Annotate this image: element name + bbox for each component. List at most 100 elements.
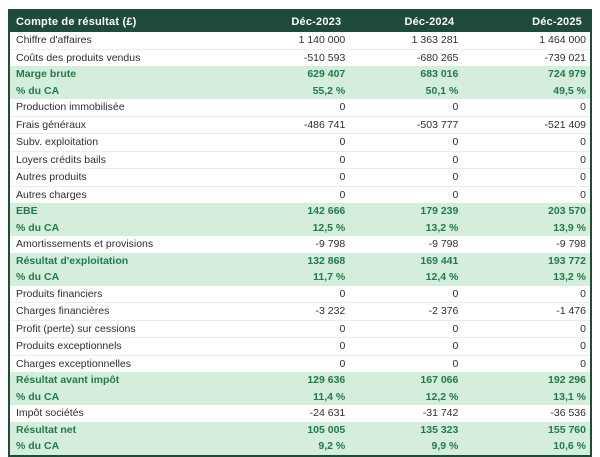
row-label: Charges financières bbox=[10, 302, 237, 320]
row-label: % du CA bbox=[16, 440, 60, 452]
table-row: Marge brute 629 407 683 016 724 979 bbox=[10, 66, 590, 83]
cell-value: 9,2 % bbox=[318, 440, 346, 452]
cell-value: -31 742 bbox=[422, 407, 459, 419]
table-row: % du CA 55,2 % 50,1 % 49,5 % bbox=[10, 82, 590, 99]
table-row: EBE 142 666 179 239 203 570 bbox=[10, 203, 590, 220]
cell-value: 0 bbox=[236, 185, 350, 203]
cell-value: -36 536 bbox=[550, 407, 586, 419]
table-row: Coûts des produits vendus -510 593 -680 26… bbox=[10, 48, 590, 66]
cell-value: -521 409 bbox=[462, 115, 590, 134]
row-label: Production immobilisée bbox=[16, 101, 125, 113]
cell-value: 0 bbox=[349, 319, 463, 338]
cell-value: 0 bbox=[462, 319, 590, 338]
table-row: % du CA 9,2 % 9,9 % 10,6 % bbox=[10, 438, 590, 455]
cell-value: 55,2 % bbox=[312, 84, 346, 97]
cell-value: 0 bbox=[462, 185, 590, 203]
table-row: % du CA 11,4 % 12,2 % 13,1 % bbox=[10, 388, 590, 405]
cell-value: 12,5 % bbox=[312, 221, 346, 234]
cell-value: 105 005 bbox=[307, 423, 346, 436]
table-row: Amortissements et provisions -9 798 -9 798… bbox=[10, 236, 590, 253]
row-label: Impôt sociétés bbox=[16, 407, 84, 419]
header-row: Compte de résultat (£) Déc-2023 Déc-2024… bbox=[10, 11, 590, 32]
table-row: % du CA 11,7 % 12,4 % 13,2 % bbox=[10, 269, 590, 286]
cell-value: -3 232 bbox=[236, 302, 350, 320]
cell-value: 0 bbox=[236, 150, 350, 169]
cell-value: 0 bbox=[580, 287, 586, 300]
cell-value: -503 777 bbox=[349, 115, 463, 134]
cell-value: 9,9 % bbox=[431, 440, 459, 452]
table-row: Impôt sociétés -24 631 -31 742 -36 536 bbox=[10, 405, 590, 422]
cell-value: 0 bbox=[349, 133, 463, 151]
row-label: Résultat net bbox=[16, 423, 77, 436]
table-row: Chiffre d'affaires 1 140 000 1 363 281 1 46… bbox=[10, 32, 590, 49]
cell-value: -9 798 bbox=[556, 238, 586, 250]
table-row: Frais généraux -486 741 -503 777 -521 409 bbox=[10, 115, 590, 134]
cell-value: 0 bbox=[236, 354, 350, 372]
row-label: Autres charges bbox=[10, 185, 237, 203]
table-row: Résultat avant impôt 129 636 167 066 192 29… bbox=[10, 372, 590, 389]
row-label: Chiffre d'affaires bbox=[16, 34, 92, 46]
table-title: Compte de résultat (£) bbox=[10, 11, 237, 32]
row-label: Subv. exploitation bbox=[10, 133, 237, 151]
row-label: Profit (perte) sur cessions bbox=[10, 319, 237, 338]
row-label: EBE bbox=[16, 205, 38, 217]
row-label: % du CA bbox=[16, 271, 60, 283]
cell-value: -2 376 bbox=[349, 302, 463, 320]
row-label: Coûts des produits vendus bbox=[10, 48, 237, 66]
compte-de-resultat: Compte de résultat (£) Déc-2023 Déc-2024… bbox=[10, 11, 590, 455]
cell-value: 13,9 % bbox=[553, 221, 586, 234]
cell-value: 155 760 bbox=[548, 423, 586, 436]
cell-value: 135 323 bbox=[420, 423, 459, 436]
cell-value: 0 bbox=[349, 168, 463, 186]
row-label: Loyers crédits bails bbox=[10, 150, 237, 169]
table-row: Résultat net 105 005 135 323 155 760 bbox=[10, 421, 590, 438]
cell-value: 142 666 bbox=[307, 205, 346, 217]
row-label: Marge brute bbox=[16, 68, 77, 80]
table-row: Autres charges 0 0 0 bbox=[10, 185, 590, 203]
cell-value: 0 bbox=[349, 150, 463, 169]
row-label: % du CA bbox=[16, 84, 60, 97]
row-label: Résultat d'exploitation bbox=[16, 254, 129, 267]
cell-value: 203 570 bbox=[548, 205, 586, 217]
table-row: Charges exceptionnelles 0 0 0 bbox=[10, 354, 590, 372]
column-header-dec-2023: Déc-2023 bbox=[236, 11, 350, 32]
table-row: Production immobilisée 0 0 0 bbox=[10, 99, 590, 116]
cell-value: -739 021 bbox=[462, 48, 590, 66]
table-row: Résultat d'exploitation 132 868 169 441 193… bbox=[10, 252, 590, 269]
row-label: Charges exceptionnelles bbox=[10, 354, 237, 372]
cell-value: -24 631 bbox=[309, 407, 346, 419]
cell-value: 11,4 % bbox=[313, 390, 346, 403]
cell-value: 132 868 bbox=[307, 254, 346, 267]
table-row: Produits exceptionnels 0 0 0 bbox=[10, 337, 590, 355]
cell-value: 0 bbox=[462, 150, 590, 169]
cell-value: 13,2 % bbox=[553, 271, 586, 283]
cell-value: -680 265 bbox=[349, 48, 463, 66]
income-statement-table: Compte de résultat (£) Déc-2023 Déc-2024… bbox=[8, 9, 592, 457]
cell-value: 0 bbox=[349, 354, 463, 372]
cell-value: 0 bbox=[236, 319, 350, 338]
cell-value: 1 140 000 bbox=[298, 34, 346, 46]
row-label: Frais généraux bbox=[10, 115, 237, 134]
cell-value: -486 741 bbox=[236, 115, 350, 134]
cell-value: 1 363 281 bbox=[411, 34, 459, 46]
cell-value: 0 bbox=[580, 101, 586, 113]
cell-value: 1 464 000 bbox=[539, 34, 586, 46]
cell-value: 13,1 % bbox=[553, 390, 586, 403]
cell-value: 0 bbox=[349, 185, 463, 203]
column-header-dec-2025: Déc-2025 bbox=[462, 11, 590, 32]
cell-value: 0 bbox=[236, 337, 350, 355]
cell-value: 167 066 bbox=[420, 374, 459, 386]
table-row: Charges financières -3 232 -2 376 -1 476 bbox=[10, 302, 590, 320]
table-row: % du CA 12,5 % 13,2 % 13,9 % bbox=[10, 219, 590, 236]
table-row: Subv. exploitation 0 0 0 bbox=[10, 133, 590, 151]
cell-value: 0 bbox=[236, 133, 350, 151]
cell-value: 193 772 bbox=[548, 254, 586, 267]
cell-value: 50,1 % bbox=[425, 84, 459, 97]
cell-value: 0 bbox=[349, 337, 463, 355]
cell-value: -510 593 bbox=[236, 48, 350, 66]
cell-value: 0 bbox=[462, 354, 590, 372]
row-label: % du CA bbox=[16, 221, 60, 234]
row-label: Amortissements et provisions bbox=[16, 238, 154, 250]
cell-value: 11,7 % bbox=[313, 271, 346, 283]
cell-value: 10,6 % bbox=[553, 440, 586, 452]
